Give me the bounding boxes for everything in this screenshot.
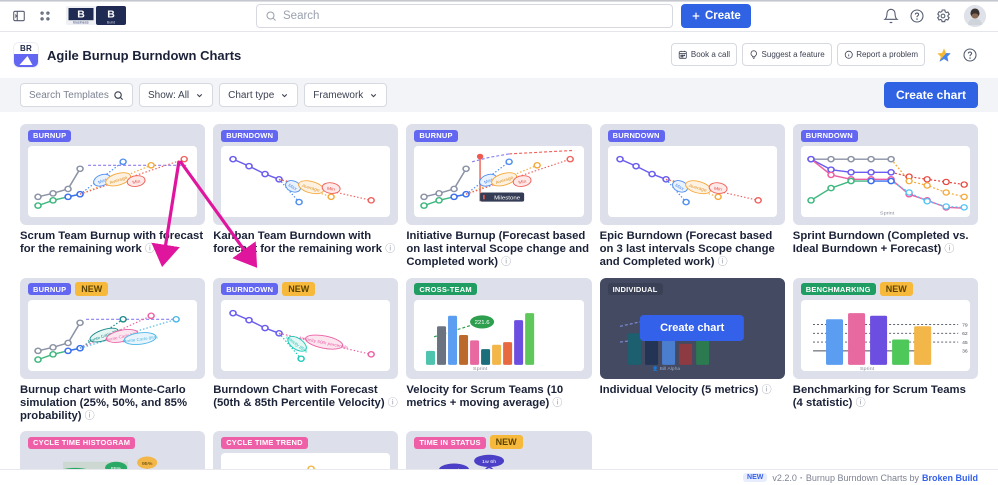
svg-text:45: 45 <box>962 340 968 345</box>
svg-text:Sprint: Sprint <box>860 366 875 371</box>
svg-text:95%: 95% <box>142 461 153 467</box>
svg-text:B: B <box>107 8 115 20</box>
svg-text:221.6: 221.6 <box>475 320 490 326</box>
svg-text:Sprint: Sprint <box>473 366 488 371</box>
svg-text:Milestone: Milestone <box>494 196 520 202</box>
svg-text:1w 6h: 1w 6h <box>482 460 496 466</box>
svg-text:Build: Build <box>107 20 115 24</box>
svg-text:Business: Business <box>73 20 89 24</box>
svg-text:36: 36 <box>962 348 968 353</box>
svg-text:62: 62 <box>962 331 968 336</box>
svg-text:79: 79 <box>962 322 968 327</box>
svg-text:👤 Bill Alpha: 👤 Bill Alpha <box>652 365 681 371</box>
svg-text:B: B <box>77 8 85 20</box>
svg-text:Sprint: Sprint <box>880 211 895 217</box>
